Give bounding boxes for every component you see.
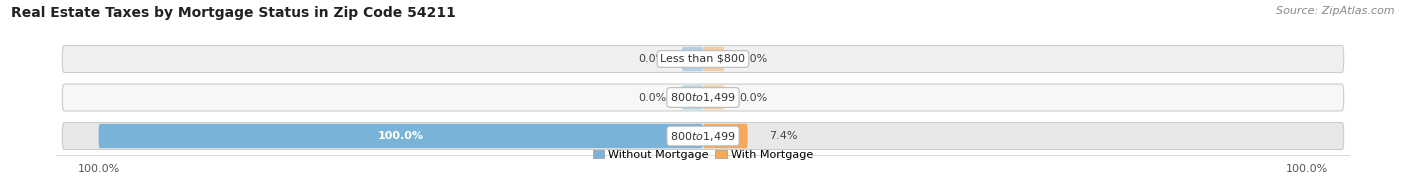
Text: $800 to $1,499: $800 to $1,499: [671, 129, 735, 143]
FancyBboxPatch shape: [62, 122, 1344, 150]
Text: 0.0%: 0.0%: [740, 54, 768, 64]
FancyBboxPatch shape: [703, 124, 748, 148]
FancyBboxPatch shape: [703, 47, 724, 71]
Text: Less than $800: Less than $800: [661, 54, 745, 64]
Text: 0.0%: 0.0%: [638, 92, 666, 103]
FancyBboxPatch shape: [682, 85, 703, 110]
Text: $800 to $1,499: $800 to $1,499: [671, 91, 735, 104]
Text: 7.4%: 7.4%: [769, 131, 797, 141]
Legend: Without Mortgage, With Mortgage: Without Mortgage, With Mortgage: [588, 145, 818, 164]
FancyBboxPatch shape: [62, 84, 1344, 111]
FancyBboxPatch shape: [682, 47, 703, 71]
Text: Source: ZipAtlas.com: Source: ZipAtlas.com: [1277, 6, 1395, 16]
FancyBboxPatch shape: [62, 45, 1344, 73]
FancyBboxPatch shape: [98, 124, 703, 148]
Text: Real Estate Taxes by Mortgage Status in Zip Code 54211: Real Estate Taxes by Mortgage Status in …: [11, 6, 456, 20]
Text: 0.0%: 0.0%: [740, 92, 768, 103]
FancyBboxPatch shape: [703, 85, 724, 110]
Text: 0.0%: 0.0%: [638, 54, 666, 64]
Text: 100.0%: 100.0%: [378, 131, 423, 141]
